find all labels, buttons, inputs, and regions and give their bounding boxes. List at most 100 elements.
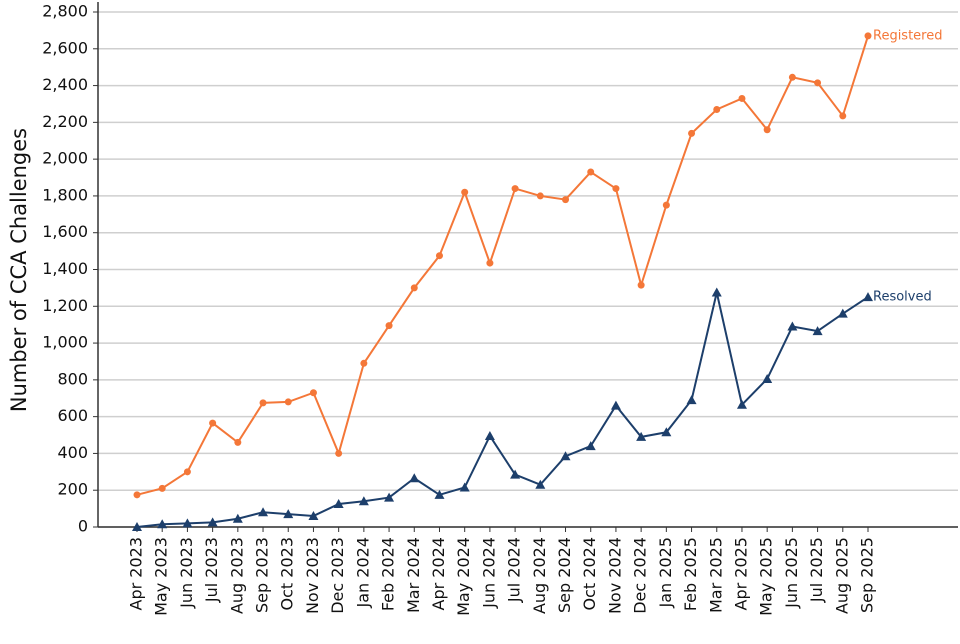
x-tick-label: May 2023 — [152, 537, 171, 616]
y-tick-label: 1,200 — [42, 296, 88, 315]
y-tick-label: 2,400 — [42, 75, 88, 94]
x-tick-label: Apr 2025 — [731, 537, 750, 610]
point — [612, 185, 620, 193]
point — [284, 398, 292, 406]
point — [812, 326, 823, 336]
y-tick-label: 2,000 — [42, 149, 88, 168]
point — [688, 129, 696, 137]
point — [511, 185, 519, 193]
x-tick-label: Jul 2024 — [505, 537, 524, 603]
point — [333, 499, 344, 509]
point — [385, 322, 393, 330]
point — [309, 389, 317, 397]
x-tick-label: Feb 2024 — [379, 537, 398, 611]
point — [662, 201, 670, 209]
y-tick-label: 400 — [57, 443, 88, 462]
x-tick-label: Oct 2023 — [278, 537, 297, 610]
x-tick-label: Mar 2024 — [404, 537, 423, 613]
y-tick-label: 2,600 — [42, 38, 88, 57]
x-tick-label: Mar 2025 — [706, 537, 725, 613]
point — [587, 168, 595, 176]
point — [209, 419, 217, 427]
point — [409, 473, 420, 483]
point — [686, 395, 697, 405]
point — [258, 507, 269, 517]
point — [736, 399, 747, 409]
point — [560, 451, 571, 461]
point — [486, 259, 494, 267]
point — [434, 489, 445, 499]
x-tick-label: Jan 2025 — [656, 537, 675, 608]
x-tick-label: Jan 2024 — [353, 537, 372, 608]
point — [636, 431, 647, 441]
legend-label: Registered — [873, 28, 943, 43]
point — [157, 519, 168, 529]
x-tick-label: Nov 2023 — [303, 537, 322, 614]
x-tick-label: Nov 2024 — [605, 537, 624, 614]
y-tick-label: 800 — [57, 369, 88, 388]
point — [585, 441, 596, 451]
y-tick-label: 600 — [57, 406, 88, 425]
point — [763, 126, 771, 134]
y-tick-label: 2,800 — [42, 2, 88, 21]
point — [182, 518, 193, 528]
point — [713, 105, 721, 113]
point — [259, 399, 267, 407]
point — [358, 496, 369, 506]
point — [562, 196, 570, 204]
point — [133, 491, 141, 499]
point — [814, 79, 822, 87]
point — [308, 510, 319, 520]
point — [461, 188, 469, 196]
x-tick-label: Apr 2024 — [429, 537, 448, 610]
x-tick-label: Jun 2024 — [479, 537, 498, 609]
x-tick-label: Sep 2023 — [253, 537, 272, 613]
y-axis-label: Number of CCA Challenges — [7, 128, 31, 412]
x-tick-label: Feb 2025 — [681, 537, 700, 611]
x-tick-label: Jul 2025 — [807, 537, 826, 603]
point — [232, 513, 243, 523]
point — [535, 479, 546, 489]
legend-label: Resolved — [873, 290, 932, 305]
x-tick-label: Oct 2024 — [580, 537, 599, 610]
point — [510, 469, 521, 479]
point — [787, 321, 798, 331]
x-tick-label: Dec 2023 — [328, 537, 347, 614]
point — [410, 284, 418, 292]
x-tick-label: Apr 2023 — [127, 537, 146, 610]
point — [132, 522, 142, 531]
point — [610, 400, 621, 410]
x-tick-label: Sep 2025 — [858, 537, 877, 613]
point — [384, 492, 395, 502]
point — [536, 192, 544, 200]
point — [360, 359, 368, 367]
y-tick-label: 1,400 — [42, 259, 88, 278]
x-tick-label: Dec 2024 — [631, 537, 650, 614]
point — [762, 373, 773, 383]
x-tick-label: May 2025 — [757, 537, 776, 616]
point — [183, 468, 191, 476]
point — [484, 430, 495, 440]
series-line — [136, 292, 869, 528]
point — [661, 427, 672, 437]
y-tick-label: 1,600 — [42, 222, 88, 241]
series-line — [136, 35, 869, 496]
x-tick-label: Jun 2023 — [177, 537, 196, 609]
y-tick-label: 200 — [57, 480, 88, 499]
x-tick-label: Jul 2023 — [202, 537, 221, 603]
point — [335, 449, 343, 457]
point — [863, 292, 873, 302]
x-tick-label: Aug 2025 — [832, 537, 851, 614]
point — [234, 438, 242, 446]
point — [637, 281, 645, 289]
x-tick-label: Jun 2025 — [782, 537, 801, 609]
x-tick-label: May 2024 — [454, 537, 473, 616]
x-tick-label: Sep 2024 — [555, 537, 574, 613]
point — [839, 112, 847, 120]
point — [207, 517, 218, 527]
point — [738, 94, 746, 102]
x-tick-label: Aug 2024 — [530, 537, 549, 614]
point — [459, 482, 470, 492]
point — [158, 484, 166, 492]
